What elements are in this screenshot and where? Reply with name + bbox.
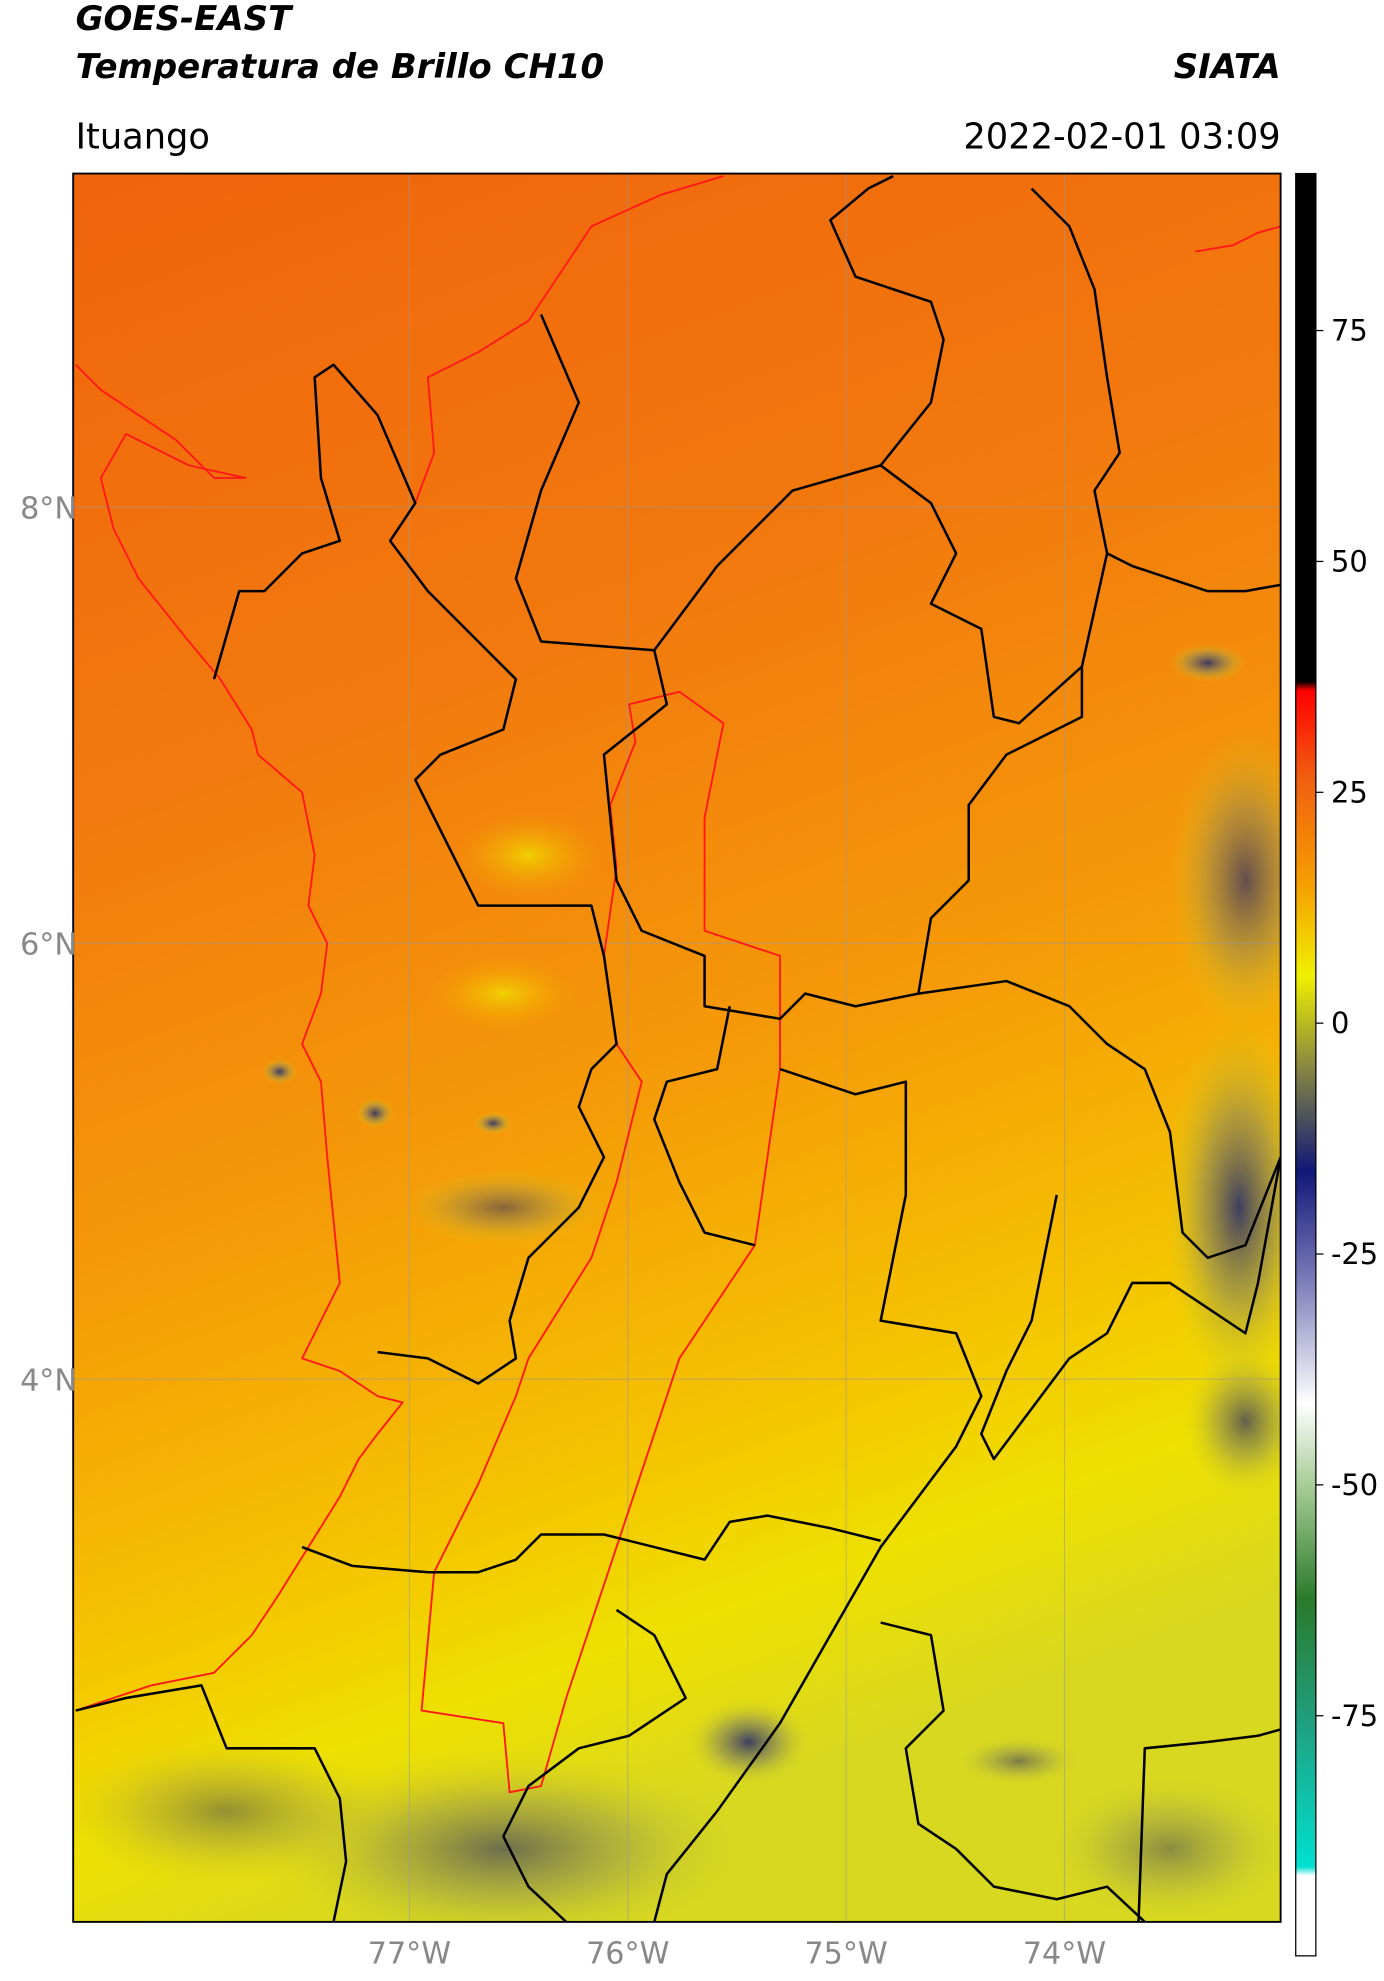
grid [73, 173, 1281, 1922]
y-tick-label: 4°N [20, 1363, 77, 1398]
title: GOES-EAST [76, 0, 294, 39]
colorbar-label: 50 [1331, 544, 1368, 578]
border [502, 1608, 687, 1922]
border [1106, 552, 1281, 593]
colorbar-label: 25 [1331, 775, 1368, 809]
x-tick-label: 76°W [586, 1936, 669, 1971]
colorbar-label: -25 [1331, 1237, 1378, 1271]
coastline-north [414, 175, 724, 504]
colorbar-label: 0 [1331, 1006, 1349, 1040]
y-tick-label: 8°N [20, 491, 77, 526]
border [980, 1156, 1281, 1461]
x-tick-label: 77°W [368, 1936, 451, 1971]
border [918, 979, 1281, 1260]
border [602, 649, 1084, 1021]
border [75, 1684, 348, 1922]
border [1137, 1728, 1281, 1922]
subtitle: Temperatura de Brillo CH10 [76, 47, 604, 87]
colorbar-label: -75 [1331, 1699, 1378, 1733]
border [301, 1514, 881, 1574]
x-tick-label: 74°W [1023, 1936, 1106, 1971]
map-frame [72, 172, 1282, 1923]
border [653, 1067, 983, 1922]
border [880, 1621, 1146, 1922]
colorbar [1295, 172, 1317, 1957]
y-tick-label: 6°N [20, 927, 77, 962]
colorbar-label: -50 [1331, 1468, 1378, 1502]
border [653, 1005, 756, 1247]
map-image [73, 173, 1281, 1922]
location: Ituango [76, 116, 210, 157]
source: SIATA [1174, 47, 1281, 87]
x-tick-label: 75°W [804, 1936, 887, 1971]
colorbar-label: 75 [1331, 314, 1368, 348]
coastline [75, 364, 404, 1712]
coastline-east [1194, 225, 1281, 253]
border [212, 363, 618, 1385]
border [514, 174, 945, 652]
datetime: 2022-02-01 03:09 [963, 116, 1280, 157]
